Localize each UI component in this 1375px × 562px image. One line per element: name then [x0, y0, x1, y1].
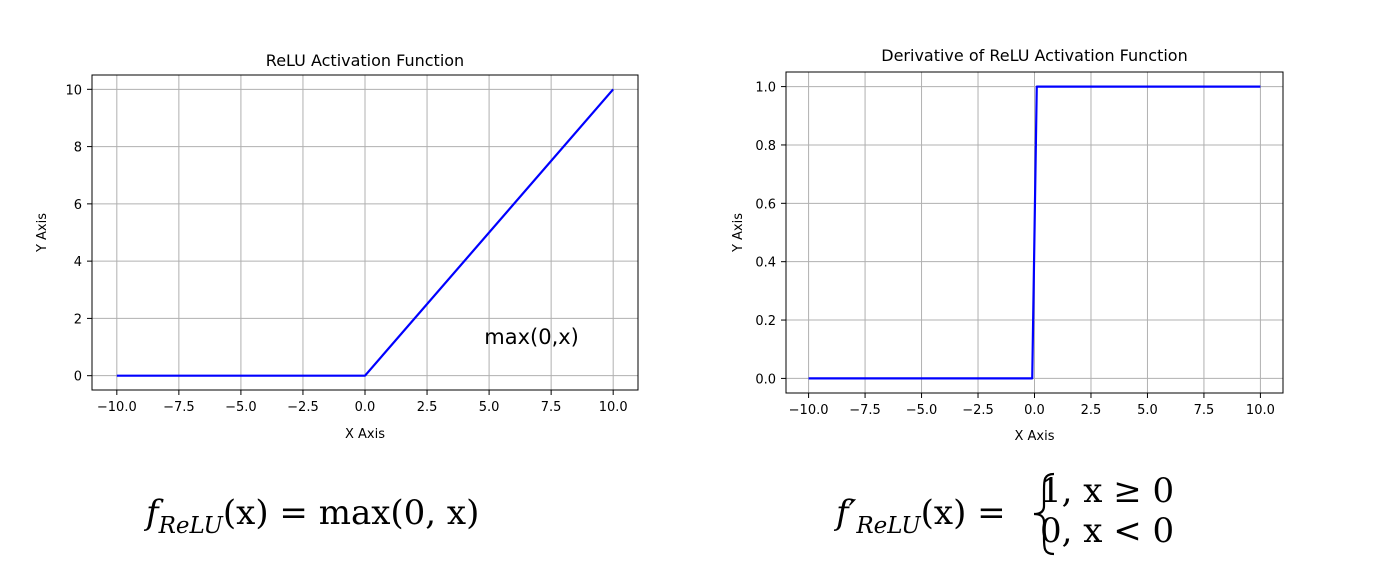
derivative-x-tick-label: 7.5: [1194, 403, 1215, 418]
derivative-formula-rest: (x) =: [920, 493, 1006, 533]
relu-formula-subscript: ReLU: [158, 513, 223, 539]
relu-y-tick-label: 0: [74, 370, 82, 385]
relu-annotation: max(0,x): [484, 325, 579, 349]
derivative-y-tick-label: 0.2: [755, 314, 776, 329]
derivative-case-2: 0, x < 0: [1040, 511, 1175, 551]
derivative-x-tick-label: −5.0: [906, 403, 938, 418]
relu-y-tick-label: 8: [74, 141, 82, 156]
derivative-x-tick-label: −10.0: [789, 403, 829, 418]
relu-formula: fReLU(x) = max(0, x): [146, 496, 479, 538]
relu-x-tick-label: 2.5: [417, 400, 438, 415]
relu-y-axis-label: Y Axis: [35, 213, 50, 253]
derivative-case-1: 1, x ≥ 0: [1040, 471, 1175, 511]
derivative-x-tick-label: 10.0: [1246, 403, 1275, 418]
relu-formula-rest: (x) = max(0, x): [222, 493, 480, 533]
relu-x-axis-label: X Axis: [345, 427, 385, 442]
derivative-y-tick-label: 1.0: [755, 81, 776, 96]
relu-y-tick-label: 2: [74, 312, 82, 327]
derivative-x-tick-label: 2.5: [1081, 403, 1102, 418]
derivative-formula-lhs: f′ReLU(x) =: [836, 496, 1006, 538]
derivative-x-tick-label: 0.0: [1024, 403, 1045, 418]
relu-y-tick-label: 6: [74, 198, 82, 213]
relu-x-tick-label: 0.0: [355, 400, 376, 415]
relu-chart: −10.0 −7.5 −5.0 −2.5 0.0 2.5 5.0 7.5 10.0 0 2 4 6 8 10…: [35, 51, 639, 442]
relu-formula-f: f: [146, 493, 159, 533]
relu-x-tick-label: 5.0: [479, 400, 500, 415]
derivative-y-tick-label: 0.8: [755, 139, 776, 154]
derivative-formula-brace: [1033, 472, 1055, 556]
derivative-x-tick-label: −7.5: [849, 403, 881, 418]
relu-x-tick-label: −7.5: [163, 400, 195, 415]
relu-x-tick-label: −2.5: [287, 400, 319, 415]
relu-x-tick-label: −5.0: [225, 400, 257, 415]
relu-y-tick-label: 10: [65, 83, 82, 98]
derivative-y-tick-label: 0.4: [755, 256, 776, 271]
derivative-y-axis-label: Y Axis: [731, 213, 746, 253]
derivative-formula-f: f′: [836, 493, 857, 533]
relu-chart-title: ReLU Activation Function: [266, 51, 464, 70]
relu-x-tick-label: 10.0: [599, 400, 628, 415]
relu-x-tick-label: 7.5: [541, 400, 562, 415]
derivative-x-tick-label: −2.5: [962, 403, 994, 418]
relu-series-line: [116, 88, 615, 377]
relu-y-tick-label: 4: [74, 255, 82, 270]
derivative-series-line: [808, 85, 1261, 380]
relu-x-tick-label: −10.0: [97, 400, 137, 415]
derivative-chart-title: Derivative of ReLU Activation Function: [881, 46, 1187, 65]
derivative-y-tick-label: 0.0: [755, 372, 776, 387]
derivative-y-tick-label: 0.6: [755, 197, 776, 212]
derivative-x-tick-label: 5.0: [1137, 403, 1158, 418]
derivative-formula-subscript: ReLU: [856, 513, 921, 539]
derivative-chart: −10.0 −7.5 −5.0 −2.5 0.0 2.5 5.0 7.5 10.0 0.0 0.2 0…: [731, 46, 1284, 444]
derivative-x-axis-label: X Axis: [1014, 429, 1054, 444]
